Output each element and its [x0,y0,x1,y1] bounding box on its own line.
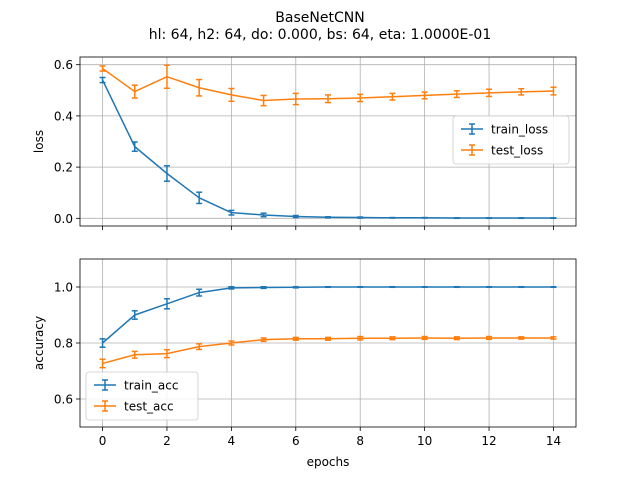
y-axis-label: accuracy [32,316,46,370]
series-train_acc [99,285,557,348]
legend: train_acc test_acc [85,371,199,421]
legend-frame [85,371,199,421]
x-tick-label: 8 [356,434,364,448]
legend-frame [452,115,570,165]
y-tick-label: 0.0 [54,212,73,226]
series-line-train_loss [101,79,554,219]
x-tick-label: 6 [292,434,300,448]
legend: train_loss test_loss [452,115,570,165]
accuracy-subplot: 0 2 4 6 8 10 12 14 0.6 0.8 1.0 accuracy epochs train_… [32,258,577,469]
series-train_loss [99,76,557,220]
x-tick-label: 4 [228,434,236,448]
series-test_loss [99,64,557,107]
legend-label-train_loss: train_loss [491,123,548,137]
axes-frame [79,56,577,227]
x-tick-label: 14 [546,434,561,448]
x-tick-label: 2 [163,434,171,448]
x-tick-label: 12 [481,434,496,448]
series-line-test_acc [102,337,554,365]
figure-subtitle: hl: 64, h2: 64, do: 0.000, bs: 64, eta: … [149,27,492,43]
series-test_acc [99,335,557,369]
y-tick-label: 1.0 [54,281,73,295]
legend-label-test_acc: test_acc [124,400,174,414]
figure-title: BaseNetCNN [275,10,364,26]
y-tick-label: 0.6 [54,393,73,407]
legend-label-test_loss: test_loss [491,144,543,158]
y-tick-label: 0.2 [54,161,73,175]
x-tick-label: 10 [417,434,432,448]
y-tick-label: 0.6 [54,58,73,72]
x-tick-label: 0 [99,434,107,448]
y-tick-label: 0.4 [54,109,73,123]
series-line-test_loss [102,67,554,102]
loss-subplot: 0.0 0.2 0.4 0.6 loss train_loss test_loss [32,56,577,230]
y-tick-label: 0.8 [54,337,73,351]
y-axis-label: loss [32,130,46,153]
axes-frame [79,258,577,428]
x-axis-label: epochs [307,455,350,469]
legend-label-train_acc: train_acc [124,379,178,393]
series-line-train_acc [102,286,554,344]
